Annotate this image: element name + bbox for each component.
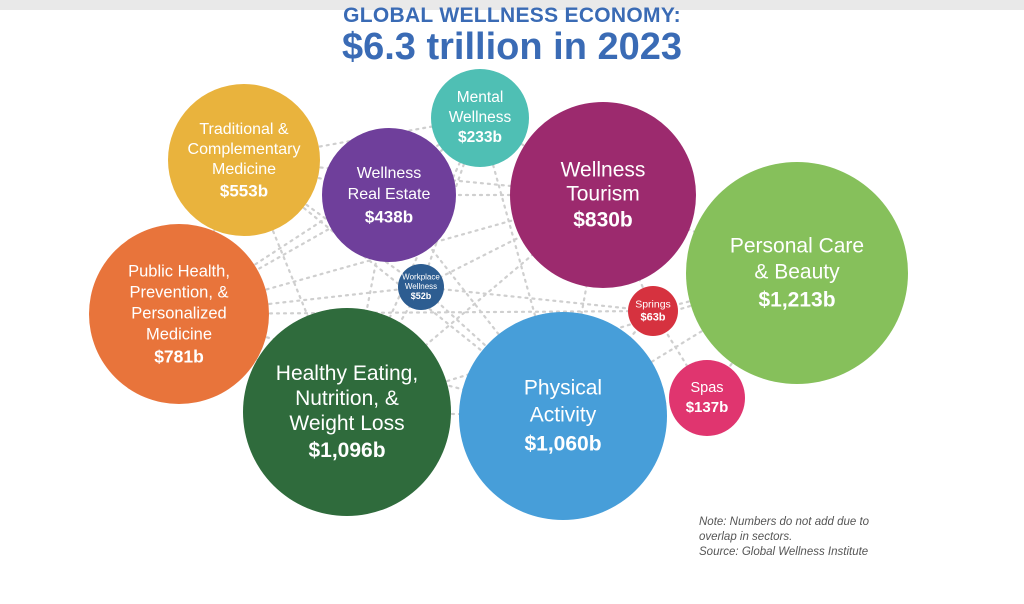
- bubble-label-workplace-1: Wellness: [405, 282, 437, 291]
- bubble-label-publichealth-2: Personalized: [131, 304, 226, 322]
- bubble-circle-personalcare: [686, 162, 908, 384]
- bubble-circle-realestate: [322, 128, 456, 262]
- bubble-value-physical: $1,060b: [524, 433, 601, 456]
- bubble-label-eating-1: Nutrition, &: [295, 387, 399, 410]
- bubble-physical: Physical Activity $1,060b: [459, 312, 667, 520]
- bubble-label-publichealth-0: Public Health,: [128, 262, 230, 280]
- bubble-circle-physical: [459, 312, 667, 520]
- bubble-label-publichealth-1: Prevention, &: [129, 283, 228, 301]
- bubble-label-tourism-0: Wellness: [561, 159, 646, 182]
- bubbles: Traditional & Complementary Medicine $553b M…: [89, 69, 908, 520]
- bubble-label-eating-2: Weight Loss: [289, 412, 404, 435]
- bubble-publichealth: Public Health, Prevention, & Personalized M…: [89, 224, 269, 404]
- bubble-value-mental: $233b: [458, 129, 502, 146]
- bubble-label-tourism-1: Tourism: [566, 183, 640, 206]
- bubble-label-physical-1: Activity: [530, 404, 597, 427]
- bubble-circle-springs: [628, 286, 678, 336]
- chart-note: Note: Numbers do not add due to overlap …: [699, 515, 919, 560]
- bubble-circle-eating: [243, 308, 451, 516]
- bubble-label-springs-0: Springs: [635, 298, 671, 310]
- bubble-circle-traditional: [168, 84, 320, 236]
- note-line-2: overlap in sectors.: [699, 531, 793, 543]
- bubble-circle-mental: [431, 69, 529, 167]
- note-line-1: Note: Numbers do not add due to: [699, 516, 870, 528]
- bubble-value-personalcare: $1,213b: [758, 289, 835, 312]
- note-line-3: Source: Global Wellness Institute: [699, 546, 869, 558]
- bubble-label-traditional-0: Traditional &: [199, 121, 289, 138]
- chart-subtitle: $6.3 trillion in 2023: [341, 26, 683, 68]
- bubble-value-springs: $63b: [640, 311, 665, 323]
- bubble-label-spas-0: Spas: [690, 380, 723, 396]
- bubble-label-realestate-0: Wellness: [357, 165, 422, 182]
- connector-mental-physical: [478, 116, 565, 418]
- bubble-circle-spas: [669, 360, 745, 436]
- bubble-eating: Healthy Eating,Nutrition, &Weight Loss $1…: [243, 308, 451, 516]
- bubble-spas: Spas $137b: [669, 360, 745, 436]
- bubble-traditional: Traditional & Complementary Medicine $553b: [168, 84, 320, 236]
- bubble-value-realestate: $438b: [365, 207, 413, 226]
- bubble-circle-workplace: [398, 264, 444, 310]
- bubble-mental: Mental Wellness $233b: [431, 69, 529, 167]
- bubble-value-publichealth: $781b: [154, 347, 204, 367]
- bubble-label-publichealth-3: Medicine: [146, 325, 212, 343]
- top-bar: [0, 0, 1024, 10]
- bubble-circle-tourism: [510, 102, 696, 288]
- bubble-value-traditional: $553b: [220, 181, 268, 200]
- bubble-label-realestate-1: Real Estate: [348, 186, 431, 203]
- bubble-label-workplace-0: Workplace: [402, 273, 440, 282]
- bubble-personalcare: Personal Care & Beauty $1,213b: [686, 162, 908, 384]
- bubble-label-personalcare-0: Personal Care: [730, 235, 864, 258]
- connector-realestate-publichealth: [177, 193, 391, 316]
- bubble-label-traditional-2: Medicine: [212, 161, 276, 178]
- connector-realestate-physical: [387, 193, 565, 418]
- connector-workplace-springs: [419, 285, 655, 313]
- bubble-label-physical-0: Physical: [524, 377, 602, 400]
- connector-publichealth-workplace: [177, 285, 423, 316]
- bubble-label-traditional-1: Complementary: [188, 141, 301, 158]
- bubble-value-eating: $1,096b: [308, 439, 385, 462]
- bubble-circle-publichealth: [89, 224, 269, 404]
- bubble-value-workplace: $52b: [411, 291, 432, 301]
- bubble-label-mental-0: Mental: [457, 89, 504, 106]
- bubble-realestate: Wellness Real Estate $438b: [322, 128, 456, 262]
- bubble-value-tourism: $830b: [573, 209, 633, 232]
- bubble-label-personalcare-1: & Beauty: [754, 261, 840, 284]
- bubble-value-spas: $137b: [686, 399, 729, 416]
- bubble-springs: Springs$63b: [628, 286, 678, 336]
- chart-title: GLOBAL WELLNESS ECONOMY:: [343, 4, 681, 27]
- bubble-label-eating-0: Healthy Eating,: [276, 362, 418, 385]
- bubble-label-mental-1: Wellness: [449, 109, 512, 126]
